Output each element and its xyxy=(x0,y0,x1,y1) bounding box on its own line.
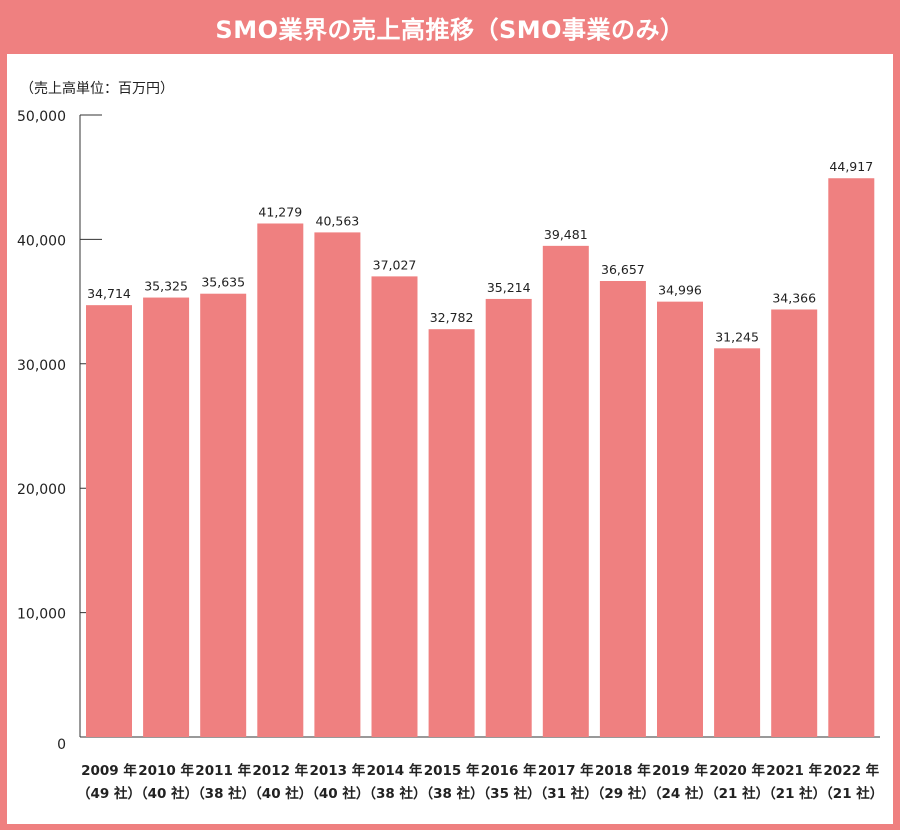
bar xyxy=(828,178,875,737)
bar xyxy=(371,276,418,737)
data-label: 36,657 xyxy=(601,262,645,277)
y-tick-label: 50,000 xyxy=(17,109,66,125)
x-tick-label-companies: （35 社） xyxy=(477,785,541,802)
x-tick-label-companies: （38 社） xyxy=(191,785,255,802)
chart-title: SMO業界の売上高推移（SMO事業のみ） xyxy=(215,15,685,44)
data-label: 32,782 xyxy=(430,310,474,325)
x-tick-label-year: 2013 年 xyxy=(310,762,366,779)
x-tick-label-year: 2009 年 xyxy=(81,762,137,779)
data-label: 31,245 xyxy=(715,329,759,344)
bar xyxy=(428,329,475,737)
x-tick-label-year: 2015 年 xyxy=(424,762,480,779)
data-label: 40,563 xyxy=(316,213,360,228)
x-tick-label-year: 2012 年 xyxy=(252,762,308,779)
x-tick-label-companies: （21 社） xyxy=(819,785,883,802)
x-tick-label-year: 2020 年 xyxy=(709,762,765,779)
unit-label: （売上高単位：百万円） xyxy=(20,80,174,97)
x-tick-label-companies: （40 社） xyxy=(305,785,369,802)
data-label: 41,279 xyxy=(258,204,302,219)
x-tick-label-year: 2018 年 xyxy=(595,762,651,779)
bar xyxy=(257,223,304,737)
x-tick-label-companies: （24 社） xyxy=(648,785,712,802)
data-label: 37,027 xyxy=(373,257,417,272)
data-label: 39,481 xyxy=(544,227,588,242)
x-tick-label-companies: （40 社） xyxy=(134,785,198,802)
x-tick-label-companies: （38 社） xyxy=(363,785,427,802)
x-tick-label-year: 2022 年 xyxy=(823,762,879,779)
data-label: 44,917 xyxy=(829,159,873,174)
bar xyxy=(86,305,132,737)
x-tick-label-companies: （31 社） xyxy=(534,785,598,802)
data-label: 34,714 xyxy=(87,286,131,301)
bar xyxy=(485,298,532,737)
x-tick-label-companies: （29 社） xyxy=(591,785,655,802)
y-tick-label: 0 xyxy=(57,737,66,753)
x-tick-label-companies: （40 社） xyxy=(248,785,312,802)
data-label: 34,996 xyxy=(658,283,702,298)
x-tick-label-year: 2021 年 xyxy=(766,762,822,779)
bar xyxy=(200,293,247,737)
x-tick-label-year: 2017 年 xyxy=(538,762,594,779)
data-label: 34,366 xyxy=(772,290,816,305)
x-tick-label-year: 2014 年 xyxy=(367,762,423,779)
y-tick-label: 20,000 xyxy=(17,482,66,498)
y-tick-label: 30,000 xyxy=(17,358,66,374)
x-tick-label-year: 2019 年 xyxy=(652,762,708,779)
bar xyxy=(771,309,818,737)
x-tick-label-companies: （21 社） xyxy=(705,785,769,802)
x-tick-label-year: 2010 年 xyxy=(138,762,194,779)
y-tick-label: 10,000 xyxy=(17,607,66,623)
x-tick-label-companies: （38 社） xyxy=(420,785,484,802)
bar xyxy=(657,301,703,737)
bar xyxy=(143,297,190,737)
x-tick-label-companies: （21 社） xyxy=(762,785,826,802)
y-tick-label: 40,000 xyxy=(17,233,66,249)
x-tick-label-year: 2011 年 xyxy=(195,762,251,779)
x-tick-label-year: 2016 年 xyxy=(481,762,537,779)
bar xyxy=(599,280,646,737)
data-label: 35,325 xyxy=(144,279,188,294)
data-label: 35,214 xyxy=(487,280,531,295)
x-tick-label-companies: （49 社） xyxy=(77,785,141,802)
bar xyxy=(542,245,589,737)
bar xyxy=(714,348,761,737)
data-label: 35,635 xyxy=(201,275,245,290)
bar xyxy=(314,232,361,737)
